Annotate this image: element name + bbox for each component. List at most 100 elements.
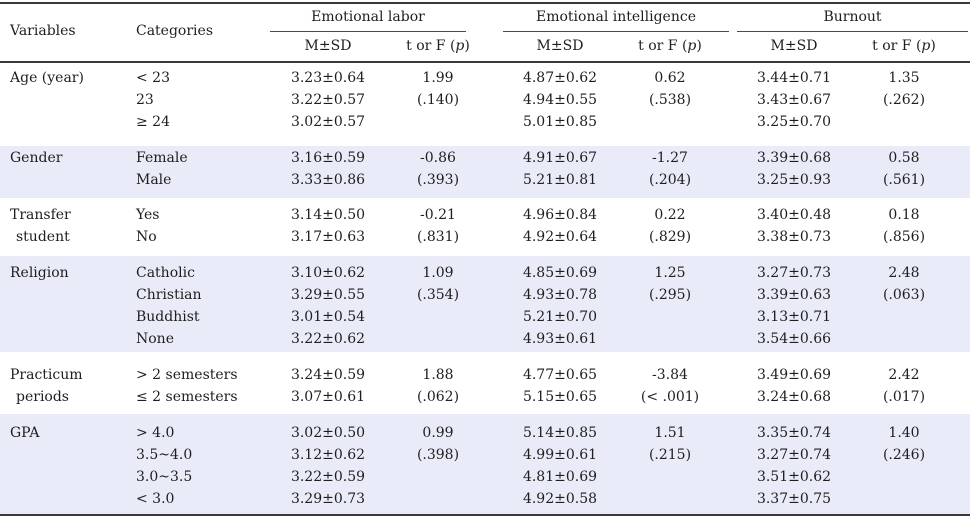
ei-msd-cell-line: 4.85±0.69: [522, 265, 598, 281]
ei-msd-cell: 4.77±0.65 5.15±0.65: [500, 364, 620, 408]
variable-cell-line: Transfer: [10, 207, 71, 223]
variable-cell: Gender: [10, 147, 120, 169]
el-test-cell-line: (.354): [416, 287, 460, 303]
el-msd-cell-line: 3.12±0.62: [290, 447, 366, 463]
group-rule-emotional-intelligence: [503, 31, 729, 32]
header-test-ei: t or F (p): [638, 38, 702, 54]
ei-test-cell: 1.51 (.215): [620, 422, 720, 466]
category-cell: Yes No: [136, 204, 266, 248]
category-cell: Female Male: [136, 147, 266, 191]
category-cell-line: < 23: [136, 70, 170, 86]
bo-msd-cell: 3.44±0.71 3.43±0.67 3.25±0.70: [734, 67, 854, 133]
bo-test-cell: 1.40 (.246): [854, 422, 954, 466]
bo-msd-cell: 3.27±0.73 3.39±0.63 3.13±0.71 3.54±0.66: [734, 262, 854, 350]
ei-msd-cell-line: 5.01±0.85: [522, 114, 598, 130]
row-band-gpa: [0, 414, 970, 514]
category-cell-line: Christian: [136, 287, 202, 303]
ei-test-cell-line: -1.27: [652, 150, 688, 166]
ei-test-cell-line: (.215): [648, 447, 692, 463]
el-test-cell-line: (.393): [416, 172, 460, 188]
ei-msd-cell-line: 5.15±0.65: [522, 389, 598, 405]
ei-msd-cell-line: 4.77±0.65: [522, 367, 598, 383]
el-msd-cell-line: 3.29±0.55: [290, 287, 366, 303]
header-test-bo: t or F (p): [872, 38, 936, 54]
header-categories: Categories: [136, 23, 213, 39]
variable-cell: Practicum periods: [10, 364, 120, 408]
category-cell: Catholic Christian Buddhist None: [136, 262, 266, 350]
bo-msd-cell-line: 3.13±0.71: [756, 309, 832, 325]
ei-msd-cell: 4.91±0.67 5.21±0.81: [500, 147, 620, 191]
variable-cell-line: Age (year): [10, 70, 84, 86]
el-test-cell-line: (.831): [416, 229, 460, 245]
ei-test-cell-line: (< .001): [640, 389, 700, 405]
variable-cell-line: student: [16, 229, 70, 245]
el-msd-cell: 3.24±0.59 3.07±0.61: [268, 364, 388, 408]
ei-msd-cell: 4.87±0.62 4.94±0.55 5.01±0.85: [500, 67, 620, 133]
bo-test-cell: 1.35 (.262): [854, 67, 954, 111]
category-cell-line: Male: [136, 172, 172, 188]
ei-msd-cell: 5.14±0.85 4.99±0.61 4.81±0.69 4.92±0.58: [500, 422, 620, 510]
header-burnout: Burnout: [823, 9, 882, 25]
el-test-cell-line: -0.86: [420, 150, 456, 166]
bo-test-cell-line: 0.58: [888, 150, 920, 166]
el-msd-cell-line: 3.33±0.86: [290, 172, 366, 188]
el-msd-cell: 3.16±0.59 3.33±0.86: [268, 147, 388, 191]
el-test-cell: -0.86 (.393): [388, 147, 488, 191]
bo-msd-cell-line: 3.38±0.73: [756, 229, 832, 245]
ei-msd-cell-line: 4.96±0.84: [522, 207, 598, 223]
category-cell-line: Catholic: [136, 265, 195, 281]
el-test-cell-line: (.140): [416, 92, 460, 108]
category-cell-line: ≥ 24: [136, 114, 170, 130]
bo-msd-cell-line: 3.39±0.68: [756, 150, 832, 166]
bo-test-cell-line: 2.48: [888, 265, 920, 281]
bo-msd-cell-line: 3.54±0.66: [756, 331, 832, 347]
bo-msd-cell-line: 3.25±0.70: [756, 114, 832, 130]
header-msd-el: M±SD: [304, 38, 352, 54]
bo-msd-cell-line: 3.40±0.48: [756, 207, 832, 223]
bo-msd-cell-line: 3.27±0.73: [756, 265, 832, 281]
category-cell-line: > 4.0: [136, 425, 175, 441]
bo-test-cell: 2.42 (.017): [854, 364, 954, 408]
header-variables: Variables: [10, 23, 76, 39]
ei-msd-cell-line: 4.94±0.55: [522, 92, 598, 108]
el-msd-cell-line: 3.16±0.59: [290, 150, 366, 166]
el-msd-cell: 3.23±0.64 3.22±0.57 3.02±0.57: [268, 67, 388, 133]
bo-msd-cell-line: 3.51±0.62: [756, 469, 832, 485]
category-cell-line: No: [136, 229, 157, 245]
ei-msd-cell-line: 4.81±0.69: [522, 469, 598, 485]
variable-cell: GPA: [10, 422, 120, 444]
el-test-cell: 1.99 (.140): [388, 67, 488, 111]
el-test-cell: 1.88 (.062): [388, 364, 488, 408]
bo-test-cell-line: (.017): [882, 389, 926, 405]
bo-test-cell-line: 1.40: [888, 425, 920, 441]
bottom-rule: [0, 514, 970, 516]
bo-test-cell-line: 2.42: [888, 367, 920, 383]
ei-msd-cell-line: 4.93±0.61: [522, 331, 598, 347]
header-msd-ei: M±SD: [536, 38, 584, 54]
ei-test-cell-line: (.204): [648, 172, 692, 188]
bo-test-cell-line: 0.18: [888, 207, 920, 223]
el-msd-cell-line: 3.22±0.57: [290, 92, 366, 108]
variable-cell-line: GPA: [10, 425, 40, 441]
el-msd-cell-line: 3.17±0.63: [290, 229, 366, 245]
el-test-cell-line: 0.99: [422, 425, 454, 441]
ei-msd-cell-line: 5.21±0.81: [522, 172, 598, 188]
bo-msd-cell: 3.49±0.69 3.24±0.68: [734, 364, 854, 408]
bo-msd-cell-line: 3.39±0.63: [756, 287, 832, 303]
el-msd-cell-line: 3.01±0.54: [290, 309, 366, 325]
row-band-gender: [0, 146, 970, 198]
category-cell-line: 23: [136, 92, 154, 108]
variable-cell-line: Gender: [10, 150, 63, 166]
ei-test-cell: 0.62 (.538): [620, 67, 720, 111]
bo-test-cell-line: (.561): [882, 172, 926, 188]
bo-msd-cell: 3.40±0.48 3.38±0.73: [734, 204, 854, 248]
el-test-cell-line: (.062): [416, 389, 460, 405]
el-msd-cell-line: 3.10±0.62: [290, 265, 366, 281]
ei-msd-cell-line: 4.92±0.58: [522, 491, 598, 507]
ei-test-cell: 1.25 (.295): [620, 262, 720, 306]
ei-test-cell-line: (.295): [648, 287, 692, 303]
ei-msd-cell-line: 5.21±0.70: [522, 309, 598, 325]
bo-msd-cell: 3.39±0.68 3.25±0.93: [734, 147, 854, 191]
ei-test-cell-line: 1.51: [654, 425, 686, 441]
